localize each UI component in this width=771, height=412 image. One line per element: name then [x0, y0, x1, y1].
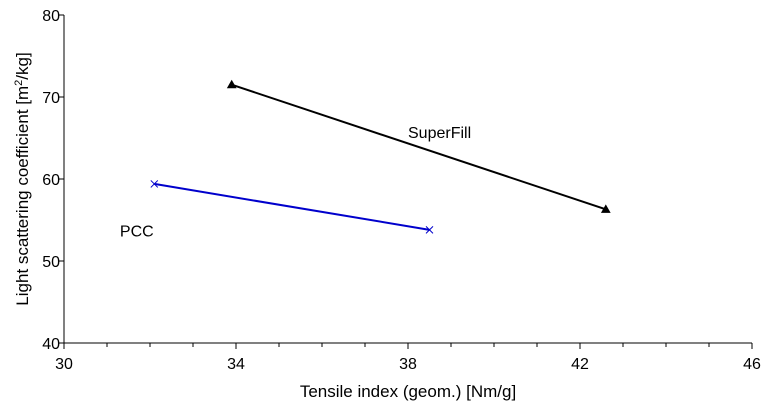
superfill-data-point — [600, 204, 611, 213]
y-tick-label: 80 — [42, 8, 60, 25]
x-tick-label: 30 — [55, 356, 73, 373]
series-layer: SuperFill PCC — [120, 79, 611, 240]
y-tick-label: 60 — [42, 172, 60, 189]
y-tick-label: 70 — [42, 90, 60, 107]
x-tick-label: 38 — [399, 356, 417, 373]
y-tick-label: 40 — [42, 336, 60, 353]
pcc-series-line — [154, 182, 430, 231]
x-tick-label: 42 — [571, 356, 589, 373]
superfill-data-point — [226, 79, 237, 89]
superfill-series-line — [231, 83, 607, 211]
superfill-series-label: SuperFill — [408, 125, 471, 142]
y-tick-label: 50 — [42, 254, 60, 271]
x-tick-label: 34 — [227, 356, 245, 373]
pcc-series-label: PCC — [120, 223, 154, 240]
x-tick-label: 46 — [743, 356, 761, 373]
y-axis-title-unit-suffix: /kg] — [13, 52, 32, 79]
y-axis-title-main: Light scattering coefficient [m — [13, 86, 32, 306]
y-axis-title-superscript: 2 — [13, 80, 25, 86]
x-axis-ticks: 30 34 38 42 46 — [55, 343, 761, 373]
y-axis-ticks: 40 50 60 70 80 — [42, 8, 64, 353]
pcc-data-point — [150, 180, 159, 188]
plot-area — [63, 15, 752, 344]
y-axis-title: Light scattering coefficient [m2/kg] — [13, 52, 32, 305]
x-axis-title: Tensile index (geom.) [Nm/g] — [300, 382, 516, 401]
pcc-data-point — [425, 225, 434, 234]
